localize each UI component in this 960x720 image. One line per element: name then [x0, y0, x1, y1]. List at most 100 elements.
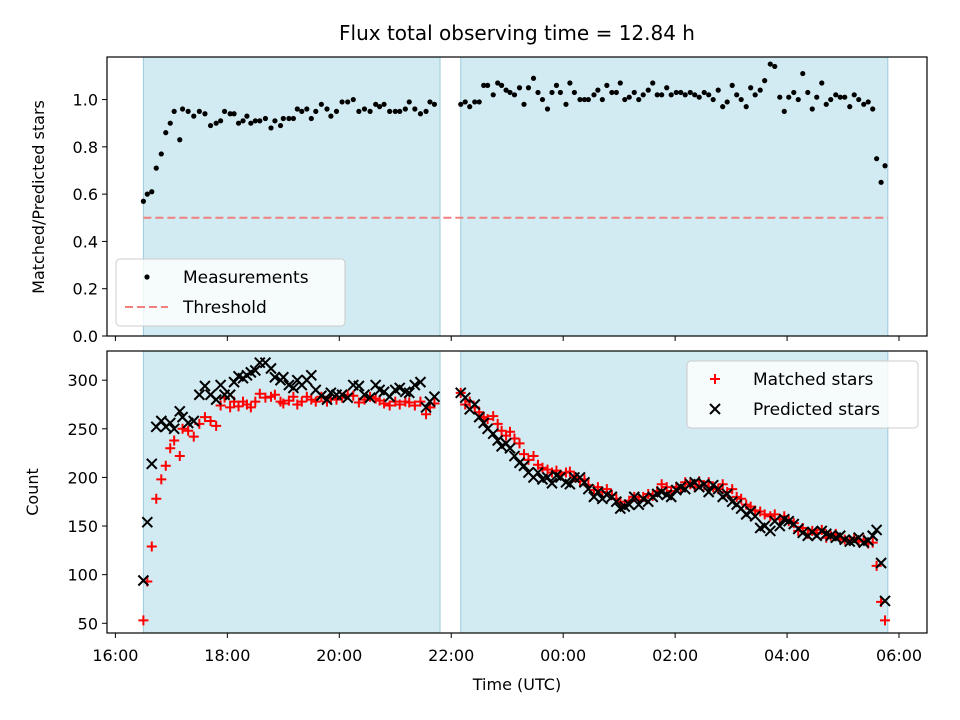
predicted-star-point	[532, 466, 544, 479]
measurement-point	[179, 106, 186, 112]
measurement-point	[748, 85, 754, 91]
top-y-tick-label: 0.8	[73, 138, 98, 157]
measurement-point	[557, 89, 563, 96]
measurement-point	[304, 106, 310, 112]
measurement-point	[397, 108, 403, 114]
predicted-star-point	[875, 557, 887, 569]
bottom-y-tick-label: 50	[78, 614, 98, 633]
matched-star-point	[523, 454, 534, 465]
matched-star-point	[146, 541, 157, 552]
measurement-point	[563, 101, 569, 107]
measurement-point	[218, 118, 224, 124]
measurement-point	[177, 137, 183, 143]
measurement-point	[767, 61, 773, 67]
measurement-point	[571, 89, 577, 96]
matched-star-point	[409, 400, 420, 411]
predicted-star-point	[394, 382, 406, 394]
matched-star-point	[254, 388, 265, 399]
measurement-point	[738, 96, 744, 103]
measurement-point	[485, 82, 491, 88]
measurement-point	[809, 106, 815, 112]
predicted-star-point	[491, 434, 504, 447]
measurement-point	[511, 92, 518, 98]
measurement-point	[350, 96, 356, 103]
measurement-point	[324, 106, 330, 112]
measurement-point	[882, 163, 888, 169]
matched-star-point	[769, 509, 780, 520]
measurement-point	[800, 70, 806, 77]
measurement-point	[507, 89, 513, 96]
predicted-star-point	[592, 486, 604, 498]
matched-star-point	[225, 402, 236, 413]
predicted-star-point	[199, 380, 211, 392]
matched-star-point	[488, 411, 499, 422]
measurement-point	[595, 87, 601, 93]
bottom-y-tick-label: 100	[67, 566, 98, 585]
measurement-point	[149, 189, 155, 195]
predicted-star-point	[459, 391, 471, 404]
matched-star-point	[278, 398, 289, 409]
measurement-point	[313, 108, 319, 114]
predicted-star-point	[141, 516, 154, 528]
measurement-point	[345, 99, 351, 105]
predicted-star-point	[764, 525, 776, 537]
predicted-star-point	[210, 393, 222, 406]
bottom-panel: 50 100 150 200 250 300 16:00 18:00 20:00 22:00 00…	[23, 350, 928, 694]
legend-measurements-label: Measurements	[183, 268, 309, 288]
measurement-point	[213, 120, 219, 126]
predicted-star-point	[628, 491, 640, 503]
matched-star-point	[215, 400, 226, 411]
predicted-star-point	[702, 486, 715, 498]
measurement-point	[687, 89, 693, 96]
measurement-point	[144, 191, 150, 197]
measurement-point	[678, 89, 684, 96]
measurement-point	[333, 108, 340, 114]
bottom-legend: Matched stars Predicted stars	[686, 360, 919, 429]
measurement-point	[339, 99, 345, 105]
measurement-point	[185, 108, 191, 114]
measurement-point	[734, 92, 740, 98]
measurement-point	[664, 85, 670, 91]
bottom-markers	[137, 356, 891, 626]
predicted-star-point	[265, 362, 277, 375]
measurement-point	[308, 115, 314, 122]
measurement-point	[696, 94, 702, 100]
top-axes-frame	[106, 56, 928, 337]
top-legend-box	[115, 258, 346, 327]
predicted-star-point	[870, 524, 883, 536]
predicted-star-point	[224, 389, 236, 401]
measurement-point	[720, 104, 726, 110]
measurement-point	[549, 89, 555, 96]
measurement-point	[516, 85, 523, 91]
top-y-tick-label: 0.6	[73, 185, 98, 204]
measurement-point	[235, 120, 242, 126]
measurement-point	[781, 108, 787, 114]
matched-star-point	[528, 451, 539, 462]
predicted-star-point	[214, 379, 227, 391]
measurement-point	[373, 101, 379, 107]
predicted-star-point	[578, 476, 591, 488]
measurement-point	[585, 96, 591, 103]
predicted-star-point	[623, 498, 635, 511]
predicted-star-point	[409, 379, 421, 391]
measurement-point	[221, 108, 228, 114]
measurement-point	[361, 106, 368, 112]
matched-star-point	[269, 389, 280, 400]
predicted-star-point	[193, 389, 206, 401]
measurement-point	[654, 92, 660, 98]
legend-threshold-label: Threshold	[182, 298, 267, 318]
measurement-point	[462, 99, 468, 105]
predicted-star-point	[364, 391, 376, 404]
measurement-point	[158, 151, 164, 157]
measurement-point	[476, 99, 482, 105]
predicted-star-point	[564, 478, 576, 490]
measurement-point	[613, 89, 619, 96]
matched-star-point	[404, 397, 415, 408]
measurement-point	[207, 122, 214, 129]
measurement-point	[710, 96, 716, 103]
measurement-point	[277, 122, 284, 129]
predicted-star-point	[665, 491, 677, 503]
measurement-point	[472, 99, 478, 105]
measurement-point	[458, 101, 464, 107]
